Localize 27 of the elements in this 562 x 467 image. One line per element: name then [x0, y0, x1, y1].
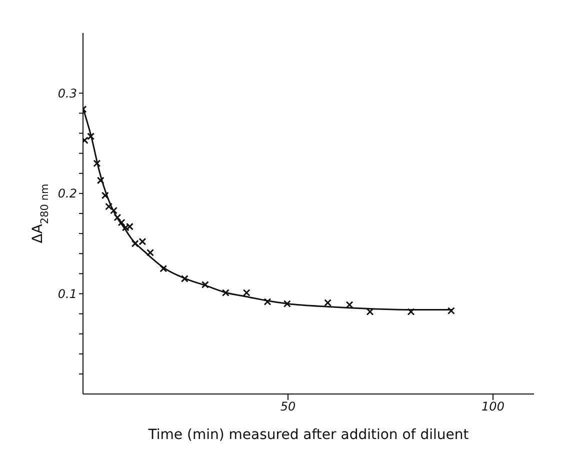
point [146, 248, 154, 256]
point [283, 300, 291, 308]
point [126, 222, 134, 230]
point [324, 298, 332, 306]
point [114, 214, 122, 222]
point [101, 192, 109, 200]
point [93, 160, 101, 168]
x-tick-label: 50 [280, 400, 296, 414]
point [201, 280, 209, 288]
point [222, 288, 230, 296]
point [105, 202, 113, 210]
point [160, 264, 168, 272]
point [264, 298, 272, 306]
y-tick-label: 0.3 [58, 86, 77, 100]
point [96, 176, 104, 184]
point [122, 224, 130, 232]
point [110, 206, 118, 214]
point [87, 132, 95, 140]
point [118, 218, 126, 226]
point [180, 274, 188, 282]
point [242, 288, 250, 296]
x-axis-title: Time (min) measured after addition of diluent [147, 427, 470, 443]
point [407, 308, 415, 316]
point [366, 308, 374, 316]
y-tick-label: 0.2 [58, 186, 77, 201]
x-tick-label: 100 [482, 400, 505, 414]
y-tick-label: 0.1 [58, 286, 77, 301]
